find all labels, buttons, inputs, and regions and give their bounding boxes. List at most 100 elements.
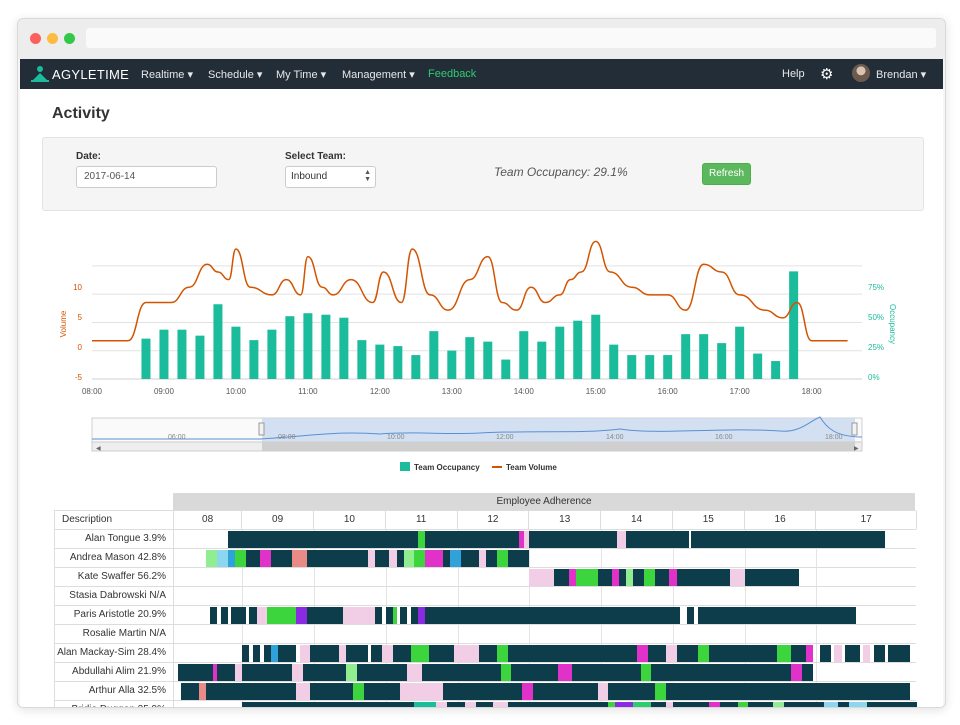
adherence-segment[interactable] xyxy=(493,702,508,707)
nav-realtime[interactable]: Realtime ▾ xyxy=(141,69,193,81)
adherence-segment[interactable] xyxy=(708,702,720,707)
adherence-segment[interactable] xyxy=(443,683,454,700)
adherence-segment[interactable] xyxy=(730,569,745,586)
adherence-segment[interactable] xyxy=(597,683,609,700)
adherence-segment[interactable] xyxy=(687,569,731,586)
adherence-segment[interactable] xyxy=(805,645,813,662)
adherence-segment[interactable] xyxy=(873,645,885,662)
adherence-segment[interactable] xyxy=(834,645,842,662)
adherence-segment[interactable] xyxy=(748,702,774,707)
adherence-segment[interactable] xyxy=(375,702,415,707)
adherence-segment[interactable] xyxy=(220,607,228,624)
adherence-segment[interactable] xyxy=(396,550,404,567)
adherence-segment[interactable] xyxy=(227,550,235,567)
adherence-segment[interactable] xyxy=(206,550,218,567)
adherence-segment[interactable] xyxy=(523,531,530,548)
employee-row[interactable]: Alan Tongue 3.9% xyxy=(55,530,916,549)
adherence-segment[interactable] xyxy=(209,607,218,624)
adherence-segment[interactable] xyxy=(428,645,454,662)
adherence-segment[interactable] xyxy=(802,664,813,681)
adherence-segment[interactable] xyxy=(270,645,279,662)
adherence-segment[interactable] xyxy=(418,607,426,624)
adherence-segment[interactable] xyxy=(820,645,831,662)
adherence-segment[interactable] xyxy=(511,664,559,681)
adherence-segment[interactable] xyxy=(342,607,375,624)
nav-schedule[interactable]: Schedule ▾ xyxy=(208,69,263,81)
adherence-segment[interactable] xyxy=(217,664,235,681)
adherence-segment[interactable] xyxy=(619,569,627,586)
adherence-segment[interactable] xyxy=(486,550,498,567)
minimize-window-icon[interactable] xyxy=(47,33,58,44)
adherence-segment[interactable] xyxy=(177,664,214,681)
adherence-segment[interactable] xyxy=(615,702,634,707)
adherence-segment[interactable] xyxy=(823,702,839,707)
adherence-segment[interactable] xyxy=(425,607,681,624)
gear-icon[interactable]: ⚙ xyxy=(820,66,834,83)
adherence-segment[interactable] xyxy=(845,645,860,662)
adherence-segment[interactable] xyxy=(371,664,408,681)
adherence-segment[interactable] xyxy=(576,569,598,586)
adherence-segment[interactable] xyxy=(507,702,609,707)
adherence-segment[interactable] xyxy=(644,569,655,586)
adherence-segment[interactable] xyxy=(235,550,246,567)
adherence-segment[interactable] xyxy=(518,531,524,548)
employee-row[interactable]: Kate Swaffer 56.2% xyxy=(55,568,916,587)
avatar[interactable] xyxy=(852,64,870,82)
adherence-segment[interactable] xyxy=(461,550,480,567)
adherence-segment[interactable] xyxy=(698,607,856,624)
adherence-segment[interactable] xyxy=(665,683,731,700)
adherence-segment[interactable] xyxy=(676,645,699,662)
adherence-segment[interactable] xyxy=(382,645,393,662)
adherence-segment[interactable] xyxy=(507,645,637,662)
close-window-icon[interactable] xyxy=(30,33,41,44)
adherence-segment[interactable] xyxy=(296,607,307,624)
adherence-segment[interactable] xyxy=(888,702,917,707)
adherence-segment[interactable] xyxy=(199,683,207,700)
adherence-segment[interactable] xyxy=(665,702,673,707)
adherence-segment[interactable] xyxy=(863,645,871,662)
adherence-segment[interactable] xyxy=(310,645,340,662)
adherence-segment[interactable] xyxy=(242,664,293,681)
nav-management[interactable]: Management ▾ xyxy=(342,69,415,81)
adherence-segment[interactable] xyxy=(676,569,688,586)
date-input[interactable]: 2017-06-14 xyxy=(76,166,217,188)
adherence-segment[interactable] xyxy=(217,550,228,567)
adherence-segment[interactable] xyxy=(346,645,368,662)
adherence-segment[interactable] xyxy=(744,569,799,586)
employee-row[interactable]: Andrea Mason 42.8% xyxy=(55,549,916,568)
adherence-segment[interactable] xyxy=(633,702,652,707)
adherence-segment[interactable] xyxy=(425,531,519,548)
nav-feedback[interactable]: Feedback xyxy=(428,68,477,80)
adherence-segment[interactable] xyxy=(267,607,297,624)
adherence-segment[interactable] xyxy=(665,645,677,662)
adherence-segment[interactable] xyxy=(252,645,261,662)
adherence-segment[interactable] xyxy=(446,702,465,707)
user-menu[interactable]: Brendan ▾ xyxy=(876,69,927,81)
adherence-segment[interactable] xyxy=(421,664,501,681)
employee-row[interactable]: Paris Aristotle 20.9% xyxy=(55,606,916,625)
employee-row[interactable]: Arthur Alla 32.5% xyxy=(55,682,916,701)
employee-row[interactable]: Bridie Duggan 25.9% xyxy=(55,701,917,707)
adherence-segment[interactable] xyxy=(633,569,645,586)
adherence-segment[interactable] xyxy=(425,550,444,567)
adherence-segment[interactable] xyxy=(597,664,641,681)
adherence-segment[interactable] xyxy=(231,607,246,624)
adherence-segment[interactable] xyxy=(263,645,271,662)
adherence-segment[interactable] xyxy=(235,664,243,681)
adherence-segment[interactable] xyxy=(798,683,910,700)
adherence-segment[interactable] xyxy=(464,702,476,707)
adherence-segment[interactable] xyxy=(299,645,311,662)
adherence-segment[interactable] xyxy=(242,645,250,662)
adherence-segment[interactable] xyxy=(306,607,325,624)
employee-row[interactable]: Rosalie Martin N/A xyxy=(55,625,916,644)
adherence-segment[interactable] xyxy=(450,550,462,567)
adherence-segment[interactable] xyxy=(475,702,494,707)
adherence-segment[interactable] xyxy=(654,683,666,700)
adherence-segment[interactable] xyxy=(418,531,426,548)
adherence-segment[interactable] xyxy=(213,664,218,681)
adherence-segment[interactable] xyxy=(688,531,691,548)
adherence-segment[interactable] xyxy=(597,569,612,586)
adherence-segment[interactable] xyxy=(242,702,375,707)
adherence-segment[interactable] xyxy=(737,702,749,707)
adherence-segment[interactable] xyxy=(353,683,365,700)
